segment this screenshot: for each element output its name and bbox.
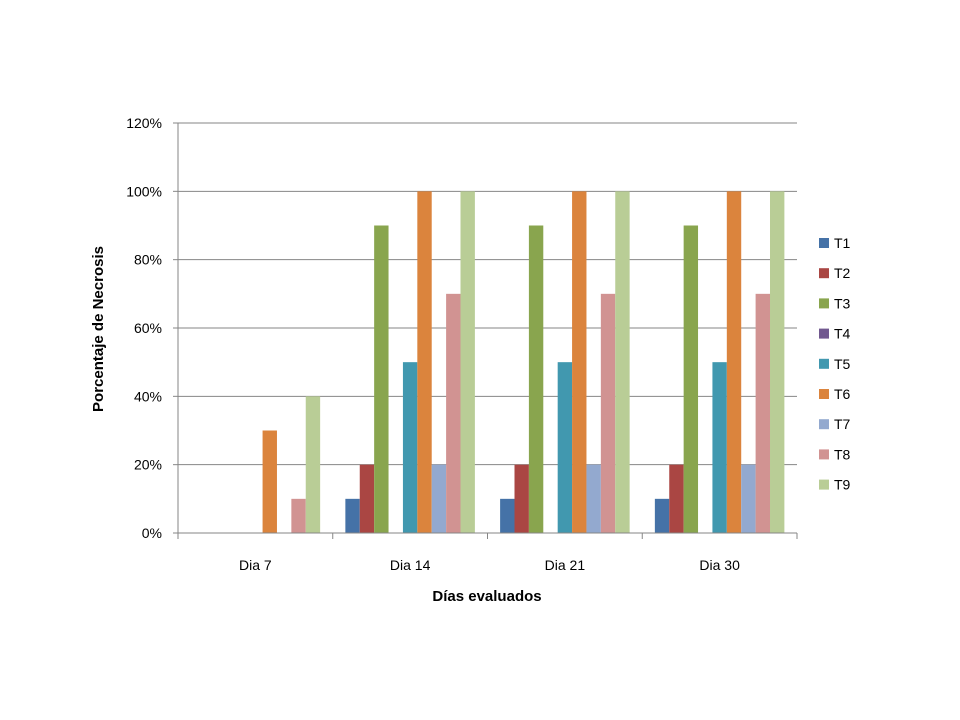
legend-item: T5 — [819, 356, 851, 372]
legend-label: T3 — [834, 295, 851, 311]
legend-item: T4 — [819, 326, 851, 342]
bar — [557, 362, 573, 533]
bar — [572, 191, 587, 534]
bar — [500, 498, 515, 533]
bar — [402, 362, 418, 533]
legend-label: T8 — [834, 446, 851, 462]
y-tick-label: 20% — [134, 457, 162, 473]
y-tick-label: 80% — [134, 252, 162, 268]
legend-label: T4 — [834, 326, 851, 342]
legend-item: T7 — [819, 416, 851, 432]
bar — [305, 396, 321, 533]
bar — [615, 191, 630, 534]
legend-item: T2 — [819, 265, 851, 281]
bar — [683, 225, 699, 533]
legend-swatch — [819, 238, 829, 248]
bar — [712, 362, 727, 533]
legend-item: T3 — [819, 295, 851, 311]
bar — [359, 464, 375, 533]
bar — [654, 498, 670, 533]
legend-swatch — [819, 479, 829, 490]
y-tick-label: 100% — [126, 183, 162, 199]
grid-lines — [178, 122, 797, 466]
legend-swatch — [819, 419, 829, 430]
bar — [600, 293, 616, 533]
x-axis-title: Días evaluados — [432, 588, 541, 605]
bar — [345, 498, 360, 533]
bar — [446, 293, 461, 533]
legend-item: T1 — [819, 235, 851, 251]
bar — [726, 191, 742, 534]
y-axis-title: Porcentaje de Necrosis — [90, 246, 107, 412]
bar — [528, 225, 544, 533]
legend-item: T6 — [819, 386, 851, 402]
legend-swatch — [819, 389, 829, 399]
tick-labels: 0% 20% 40% 60% 80% 100% 120% Dia 7 Dia 14 Dia 21 D… — [126, 115, 740, 573]
bars — [262, 191, 785, 534]
bar — [769, 191, 785, 534]
bar — [460, 191, 475, 534]
bar — [586, 464, 601, 533]
legend-swatch — [819, 268, 829, 279]
legend-label: T9 — [834, 477, 851, 493]
bar — [417, 191, 432, 534]
bar — [741, 464, 756, 533]
bar — [514, 464, 529, 533]
bar — [431, 464, 447, 533]
x-tick-label: Dia 21 — [545, 557, 586, 573]
legend-swatch — [819, 298, 829, 309]
x-tick-label: Dia 14 — [390, 557, 431, 573]
y-tick-label: 40% — [134, 388, 162, 404]
legend-swatch — [819, 449, 829, 460]
legend-label: T1 — [834, 235, 851, 251]
bar — [669, 464, 684, 533]
y-tick-label: 0% — [142, 525, 162, 541]
x-tick-label: Dia 7 — [239, 557, 272, 573]
legend-label: T5 — [834, 356, 851, 372]
legend-swatch — [819, 328, 829, 339]
y-tick-label: 120% — [126, 115, 162, 131]
legend-label: T6 — [834, 386, 851, 402]
legend-item: T8 — [819, 446, 851, 462]
axes — [173, 122, 798, 539]
legend-item: T9 — [819, 477, 851, 493]
legend-swatch — [819, 358, 829, 369]
bar — [262, 430, 277, 533]
legend-label: T7 — [834, 416, 851, 432]
bar — [374, 225, 389, 533]
bar — [291, 498, 306, 533]
legend-label: T2 — [834, 265, 851, 281]
legend: T1 T2 T3 T4 T5 T6 T7 T8 T9 — [819, 235, 851, 493]
bar — [755, 293, 770, 533]
y-tick-label: 60% — [134, 320, 162, 336]
x-tick-label: Dia 30 — [699, 557, 740, 573]
